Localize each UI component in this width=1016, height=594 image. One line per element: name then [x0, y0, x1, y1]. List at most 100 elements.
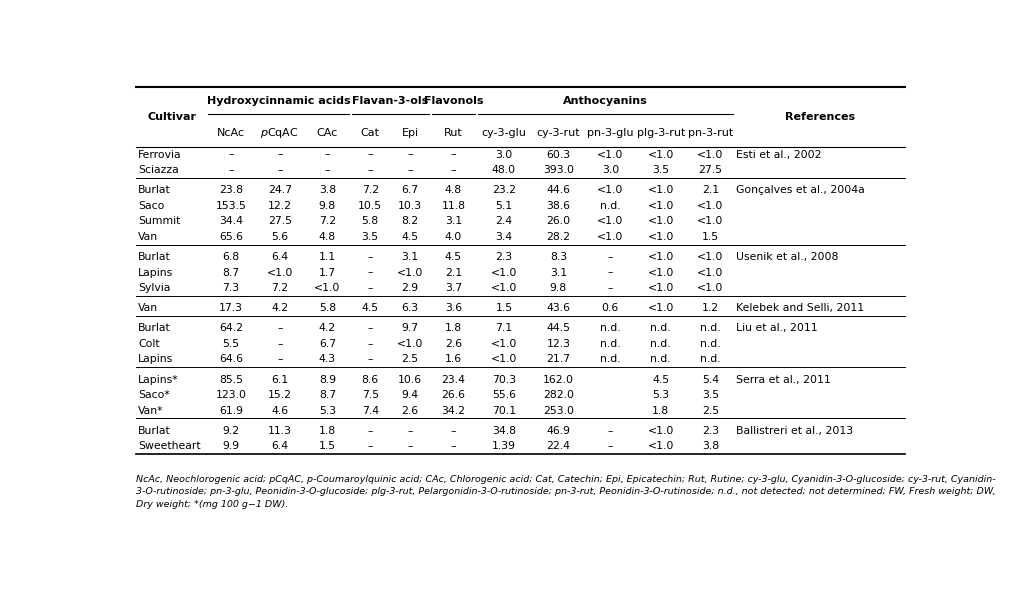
- Text: 12.3: 12.3: [547, 339, 570, 349]
- Text: 3.8: 3.8: [319, 185, 336, 195]
- Text: 7.4: 7.4: [362, 406, 379, 416]
- Text: 1.5: 1.5: [702, 232, 719, 242]
- Text: 5.6: 5.6: [271, 232, 289, 242]
- Text: 8.3: 8.3: [550, 252, 567, 262]
- Text: n.d.: n.d.: [650, 355, 672, 365]
- Text: 6.4: 6.4: [271, 441, 289, 451]
- Text: <1.0: <1.0: [647, 441, 674, 451]
- Text: –: –: [277, 355, 282, 365]
- Text: 5.4: 5.4: [702, 375, 719, 384]
- Text: n.d.: n.d.: [650, 323, 672, 333]
- Text: 8.9: 8.9: [319, 375, 336, 384]
- Text: 4.2: 4.2: [319, 323, 336, 333]
- Text: 5.5: 5.5: [223, 339, 240, 349]
- Text: <1.0: <1.0: [647, 283, 674, 293]
- Text: n.d.: n.d.: [700, 339, 720, 349]
- Text: 10.3: 10.3: [398, 201, 423, 211]
- Text: –: –: [277, 323, 282, 333]
- Text: 2.5: 2.5: [702, 406, 719, 416]
- Text: pn-3-rut: pn-3-rut: [688, 128, 734, 138]
- Text: 8.7: 8.7: [319, 390, 336, 400]
- Text: Epi: Epi: [401, 128, 419, 138]
- Text: 3.4: 3.4: [496, 232, 512, 242]
- Text: –: –: [608, 267, 613, 277]
- Text: 4.5: 4.5: [362, 303, 379, 313]
- Text: 6.8: 6.8: [223, 252, 240, 262]
- Text: 253.0: 253.0: [543, 406, 574, 416]
- Text: <1.0: <1.0: [647, 185, 674, 195]
- Text: 22.4: 22.4: [547, 441, 570, 451]
- Text: 3.5: 3.5: [362, 232, 379, 242]
- Text: Rut: Rut: [444, 128, 463, 138]
- Text: 2.3: 2.3: [702, 426, 719, 436]
- Text: –: –: [407, 441, 412, 451]
- Text: 34.4: 34.4: [218, 216, 243, 226]
- Text: Sweetheart: Sweetheart: [138, 441, 200, 451]
- Text: NcAc: NcAc: [216, 128, 245, 138]
- Text: 153.5: 153.5: [215, 201, 246, 211]
- Text: 1.8: 1.8: [652, 406, 670, 416]
- Text: <1.0: <1.0: [697, 267, 723, 277]
- Text: 3.5: 3.5: [702, 390, 719, 400]
- Text: 9.2: 9.2: [223, 426, 240, 436]
- Text: 55.6: 55.6: [492, 390, 516, 400]
- Text: 48.0: 48.0: [492, 165, 516, 175]
- Text: –: –: [451, 165, 456, 175]
- Text: Liu et al., 2011: Liu et al., 2011: [736, 323, 818, 333]
- Text: 15.2: 15.2: [268, 390, 292, 400]
- Text: 11.3: 11.3: [268, 426, 292, 436]
- Text: Burlat: Burlat: [138, 185, 171, 195]
- Text: Flavonols: Flavonols: [424, 96, 484, 106]
- Text: <1.0: <1.0: [697, 252, 723, 262]
- Text: –: –: [277, 165, 282, 175]
- Text: <1.0: <1.0: [491, 283, 517, 293]
- Text: Lapins: Lapins: [138, 355, 174, 365]
- Text: 2.9: 2.9: [401, 283, 419, 293]
- Text: Dry weight; *(mg 100 g−1 DW).: Dry weight; *(mg 100 g−1 DW).: [136, 500, 289, 509]
- Text: 3.7: 3.7: [445, 283, 462, 293]
- Text: Anthocyanins: Anthocyanins: [563, 96, 648, 106]
- Text: –: –: [368, 323, 373, 333]
- Text: –: –: [325, 150, 330, 160]
- Text: Cultivar: Cultivar: [147, 112, 196, 122]
- Text: 3.8: 3.8: [702, 441, 719, 451]
- Text: <1.0: <1.0: [397, 267, 424, 277]
- Text: Sciazza: Sciazza: [138, 165, 179, 175]
- Text: –: –: [608, 426, 613, 436]
- Text: 4.8: 4.8: [319, 232, 336, 242]
- Text: 61.9: 61.9: [218, 406, 243, 416]
- Text: 1.5: 1.5: [319, 441, 336, 451]
- Text: <1.0: <1.0: [697, 283, 723, 293]
- Text: 8.6: 8.6: [362, 375, 379, 384]
- Text: 123.0: 123.0: [215, 390, 247, 400]
- Text: <1.0: <1.0: [597, 232, 624, 242]
- Text: 26.0: 26.0: [547, 216, 570, 226]
- Text: 162.0: 162.0: [543, 375, 574, 384]
- Text: n.d.: n.d.: [600, 201, 621, 211]
- Text: 9.4: 9.4: [401, 390, 419, 400]
- Text: 1.8: 1.8: [445, 323, 462, 333]
- Text: 11.8: 11.8: [442, 201, 465, 211]
- Text: 44.5: 44.5: [547, 323, 570, 333]
- Text: 2.6: 2.6: [401, 406, 419, 416]
- Text: 3.1: 3.1: [550, 267, 567, 277]
- Text: 70.3: 70.3: [492, 375, 516, 384]
- Text: <1.0: <1.0: [697, 150, 723, 160]
- Text: 7.2: 7.2: [362, 185, 379, 195]
- Text: 34.2: 34.2: [442, 406, 465, 416]
- Text: n.d.: n.d.: [700, 355, 720, 365]
- Text: <1.0: <1.0: [491, 355, 517, 365]
- Text: –: –: [229, 150, 234, 160]
- Text: 3.1: 3.1: [401, 252, 419, 262]
- Text: –: –: [608, 252, 613, 262]
- Text: Esti et al., 2002: Esti et al., 2002: [736, 150, 822, 160]
- Text: 3.6: 3.6: [445, 303, 462, 313]
- Text: 0.6: 0.6: [601, 303, 619, 313]
- Text: <1.0: <1.0: [647, 303, 674, 313]
- Text: 393.0: 393.0: [543, 165, 574, 175]
- Text: 6.3: 6.3: [401, 303, 419, 313]
- Text: <1.0: <1.0: [647, 267, 674, 277]
- Text: cy-3-rut: cy-3-rut: [536, 128, 580, 138]
- Text: <1.0: <1.0: [597, 150, 624, 160]
- Text: 4.5: 4.5: [445, 252, 462, 262]
